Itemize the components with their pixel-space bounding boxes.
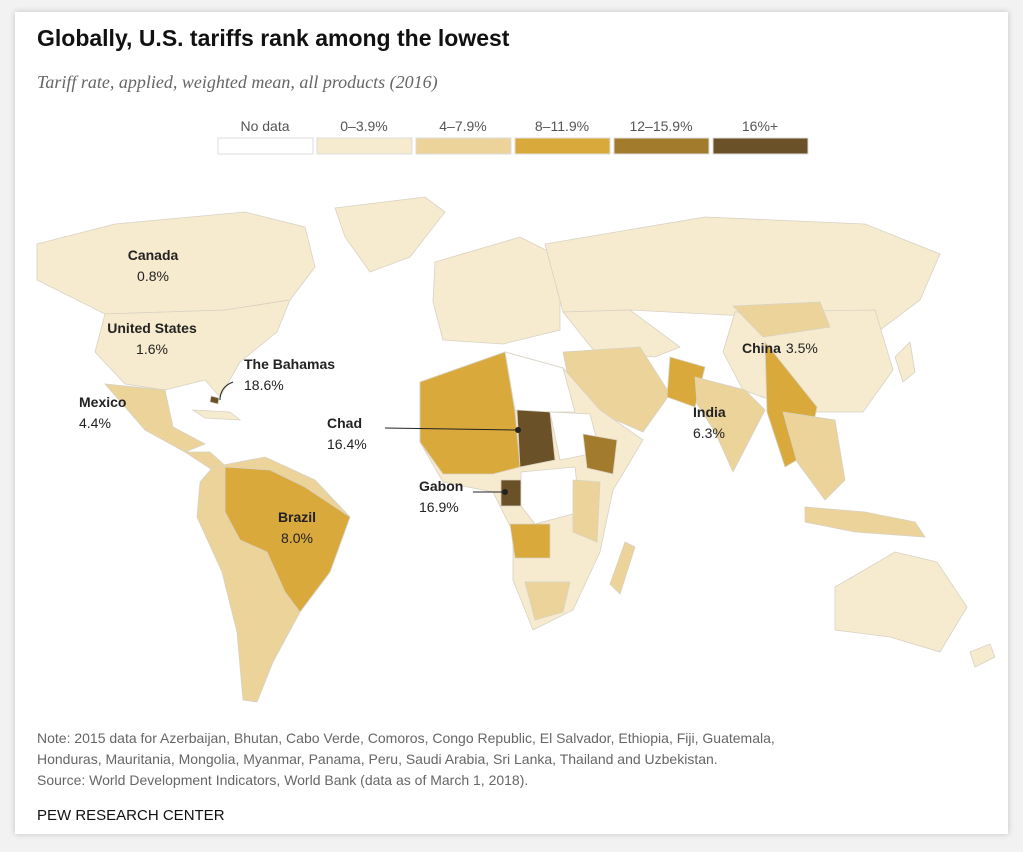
japan [894,341,916,383]
madagascar [609,541,636,595]
legend-label: No data [240,118,289,134]
mexico [104,383,206,453]
legend-swatch [217,137,314,155]
central-asia [562,309,681,358]
title: Globally, U.S. tariffs rank among the lo… [37,25,510,51]
footer: PEW RESEARCH CENTER [37,807,225,824]
pakistan [666,356,706,408]
legend-label: 8–11.9% [535,118,589,134]
india [694,376,766,473]
subtitle: Tariff rate, applied, weighted mean, all… [37,72,438,93]
country-name: China [742,340,781,356]
chad-dot [515,427,521,433]
figure: Globally, U.S. tariffs rank among the lo… [36,25,996,824]
country-value: 1.6% [136,341,168,357]
country-name: The Bahamas [244,356,335,372]
legend-label: 12–15.9% [629,118,692,134]
canada [36,211,316,315]
australia [834,551,968,653]
note-line: Honduras, Mauritania, Mongolia, Myanmar,… [37,751,718,767]
country-value: 3.5% [786,340,818,356]
country-value: 0.8% [137,268,169,284]
chad [516,409,556,468]
card: Globally, U.S. tariffs rank among the lo… [15,12,1008,834]
country-name: United States [107,320,197,336]
legend-swatch [415,137,512,155]
country-value: 16.4% [327,436,367,452]
country-name: Brazil [278,509,316,525]
country-label: China 3.5% [742,340,818,356]
source-line: Source: World Development Indicators, Wo… [37,772,528,788]
legend-swatch [613,137,710,155]
gabon-dot [502,489,508,495]
west-africa [419,351,521,475]
legend: No data 0–3.9% 4–7.9% 8–11.9% 12–15.9% 16%+ [217,118,809,155]
bahamas [209,395,220,405]
note-line: Note: 2015 data for Azerbaijan, Bhutan, … [37,730,775,746]
notes: Note: 2015 data for Azerbaijan, Bhutan, … [37,730,775,788]
country-value: 4.4% [79,415,111,431]
southeast-asia [782,411,846,501]
indonesia [804,506,926,538]
chad-leader [384,427,518,431]
legend-label: 16%+ [742,118,778,134]
legend-label: 0–3.9% [340,118,387,134]
country-name: Chad [327,415,362,431]
legend-swatch [316,137,413,155]
congo [520,466,581,525]
ethiopia [582,433,618,475]
caribbean [191,409,242,421]
country-name: Mexico [79,394,126,410]
bahamas-leader [219,381,234,401]
new-zealand [969,643,996,668]
europe [432,236,561,345]
country-value: 16.9% [419,499,459,515]
mongolia [732,301,831,338]
country-name: Gabon [419,478,463,494]
south-africa [524,581,571,621]
country-value: 6.3% [693,425,725,441]
angola [509,523,551,559]
brazil [224,466,351,613]
east-africa [572,479,601,543]
legend-label: 4–7.9% [439,118,486,134]
country-value: 18.6% [244,377,284,393]
greenland [334,196,446,273]
map [36,196,996,703]
labels: Canada 0.8% United States 1.6% The Bahamas 18… [79,247,818,546]
libya [504,351,576,413]
country-value: 8.0% [281,530,313,546]
legend-swatch [712,137,809,155]
country-name: Canada [128,247,179,263]
legend-swatch [514,137,611,155]
leaders [219,381,521,495]
country-name: India [693,404,726,420]
